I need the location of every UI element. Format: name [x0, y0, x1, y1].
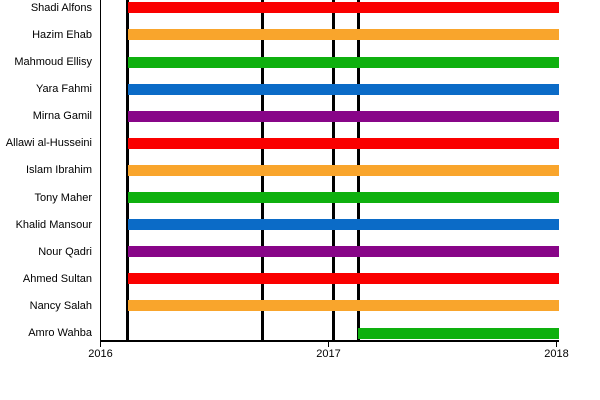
- x-axis-tick: [555, 341, 558, 347]
- gantt-bar: [127, 29, 559, 41]
- row-label: Tony Maher: [34, 191, 92, 204]
- row-label: Khalid Mansour: [15, 218, 92, 231]
- x-axis-tick-label: 2016: [88, 347, 113, 360]
- row-label: Hazim Ehab: [32, 28, 92, 41]
- row-label: Shadi Alfons: [30, 1, 92, 14]
- gantt-bar: [127, 164, 559, 176]
- gantt-bar: [127, 246, 559, 258]
- x-axis-tick-label: 2018: [544, 347, 569, 360]
- row-label: Nour Qadri: [38, 245, 92, 258]
- gantt-bar: [127, 83, 559, 95]
- row-label: Mirna Gamil: [32, 110, 92, 123]
- row-label: Allawi al-Husseini: [5, 137, 92, 150]
- x-axis-tick: [99, 341, 102, 347]
- row-label: Yara Fahmi: [35, 83, 92, 96]
- gantt-bar: [127, 300, 559, 312]
- gantt-bar: [127, 273, 559, 285]
- row-label: Ahmed Sultan: [22, 272, 92, 285]
- x-axis-tick-label: 2017: [316, 347, 341, 360]
- gantt-bar: [127, 2, 559, 14]
- gantt-bar: [358, 327, 559, 339]
- gantt-bar: [127, 110, 559, 122]
- row-label: Nancy Salah: [29, 299, 92, 312]
- gantt-bar: [127, 137, 559, 149]
- x-axis-line: [99, 340, 559, 342]
- gantt-bar: [127, 192, 559, 203]
- y-axis-spine: [99, 0, 102, 340]
- row-label: Amro Wahba: [28, 327, 92, 339]
- gantt-bar: [127, 219, 559, 231]
- row-label: Islam Ibrahim: [25, 164, 92, 177]
- gantt-bar: [127, 56, 559, 68]
- x-axis-tick: [327, 341, 330, 347]
- row-label: Mahmoud Ellisy: [14, 56, 92, 68]
